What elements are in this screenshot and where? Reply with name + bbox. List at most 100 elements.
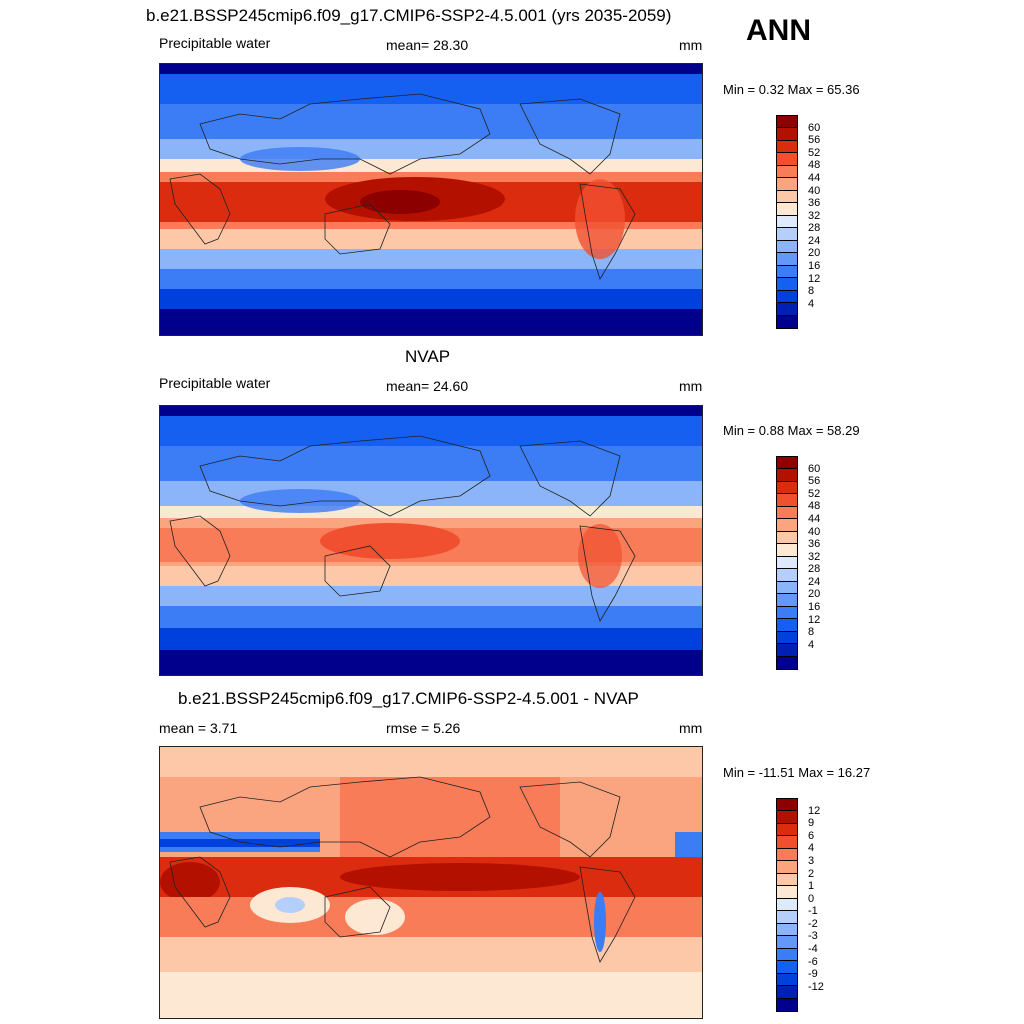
- colorbar-swatch: [777, 998, 797, 1011]
- colorbar-swatch: [777, 165, 797, 179]
- colorbar-swatch: [777, 569, 797, 582]
- colorbar-tick-label: 32: [808, 209, 821, 222]
- colorbar-swatch: [777, 986, 797, 999]
- colorbar-tick-label: -2: [808, 917, 818, 930]
- colorbar-tick-label: 60: [808, 121, 821, 134]
- colorbar-swatch: [777, 265, 797, 279]
- colorbar-tick-label: 40: [808, 525, 821, 538]
- panel3-colorbar-ticks: 12 9 6 4 3 2 1 0 -1 -2 -3 -4 -6 -9 -12: [808, 798, 848, 1012]
- colorbar-tick-label: 24: [808, 234, 821, 247]
- panel1-mean-label: mean= 28.30: [386, 37, 469, 53]
- colorbar-swatch: [777, 961, 797, 974]
- panel2-coastlines: [169, 435, 636, 622]
- colorbar-swatch: [777, 481, 797, 495]
- panel2-colorbar: [776, 456, 798, 670]
- colorbar-swatch: [777, 656, 797, 669]
- band-sh-mid: [160, 937, 702, 972]
- colorbar-tick-label: 28: [808, 563, 821, 576]
- colorbar-swatch: [777, 836, 797, 849]
- colorbar-swatch: [777, 594, 797, 607]
- colorbar-tick-label: 16: [808, 260, 821, 273]
- panel1-title: b.e21.BSSP245cmip6.f09_g17.CMIP6-SSP2-4.…: [146, 6, 672, 25]
- colorbar-tick-label: 52: [808, 146, 821, 159]
- atlantic-negative: [675, 832, 702, 857]
- panel2-units-label: mm: [679, 378, 703, 394]
- colorbar-swatch: [777, 923, 797, 937]
- colorbar-tick-label: 12: [808, 272, 821, 285]
- colorbar-swatch: [777, 606, 797, 620]
- colorbar-tick-label: 60: [808, 462, 821, 475]
- colorbar-tick-label: 2: [808, 867, 815, 880]
- panel2-title: NVAP: [405, 347, 451, 366]
- panel2-minmax: Min = 0.88 Max = 58.29: [723, 423, 860, 438]
- colorbar-tick-label: 44: [808, 171, 821, 184]
- colorbar-swatch: [777, 619, 797, 632]
- colorbar-tick-label: 52: [808, 487, 821, 500]
- desert-dry-area: [240, 147, 360, 171]
- indian-ocean-min-core: [275, 897, 305, 913]
- sahara-negative-core: [160, 839, 320, 847]
- colorbar-tick-label: 12: [808, 613, 821, 626]
- colorbar-swatch: [777, 823, 797, 837]
- panel2-mean-label: mean= 24.60: [386, 378, 469, 394]
- colorbar-swatch: [777, 936, 797, 949]
- panel3-colorbar: [776, 798, 798, 1012]
- band-sh-mid: [160, 606, 702, 631]
- panel1-map: [159, 63, 703, 336]
- colorbar-swatch: [777, 128, 797, 141]
- colorbar-tick-label: 24: [808, 575, 821, 588]
- panel1-colorbar-ticks: 60 56 52 48 44 40 36 32 28 24 20 16 12 8 4: [808, 115, 848, 329]
- colorbar-tick-label: -4: [808, 943, 818, 956]
- panel3-rmse-label: rmse = 5.26: [386, 720, 461, 736]
- colorbar-tick-label: 1: [808, 880, 815, 893]
- colorbar-swatch: [777, 556, 797, 570]
- colorbar-tick-label: 3: [808, 854, 815, 867]
- band-sh-tropics: [160, 897, 702, 937]
- amazon-moist-area: [578, 524, 622, 588]
- npacific-positive: [340, 777, 560, 857]
- colorbar-tick-label: 4: [808, 297, 815, 310]
- colorbar-tick-label: -9: [808, 968, 818, 981]
- panel2-map: [159, 405, 703, 676]
- band-sh-high: [160, 628, 702, 650]
- colorbar-swatch: [777, 861, 797, 874]
- colorbar-swatch: [777, 631, 797, 645]
- colorbar-swatch: [777, 315, 797, 328]
- colorbar-swatch: [777, 531, 797, 545]
- colorbar-tick-label: -12: [808, 980, 824, 993]
- colorbar-tick-label: 48: [808, 500, 821, 513]
- colorbar-swatch: [777, 494, 797, 507]
- australia-min: [345, 899, 405, 935]
- colorbar-swatch: [777, 228, 797, 241]
- colorbar-tick-label: 56: [808, 134, 821, 147]
- colorbar-swatch: [777, 544, 797, 557]
- colorbar-tick-label: 8: [808, 626, 815, 639]
- colorbar-swatch: [777, 153, 797, 166]
- colorbar-swatch: [777, 644, 797, 657]
- colorbar-swatch: [777, 190, 797, 204]
- warm-pool: [320, 523, 460, 559]
- colorbar-tick-label: 28: [808, 222, 821, 235]
- colorbar-tick-label: 48: [808, 159, 821, 172]
- season-label: ANN: [746, 14, 811, 47]
- colorbar-tick-label: 4: [808, 638, 815, 651]
- panel3-title: b.e21.BSSP245cmip6.f09_g17.CMIP6-SSP2-4.…: [178, 689, 639, 708]
- colorbar-swatch: [777, 303, 797, 316]
- colorbar-tick-label: 4: [808, 842, 815, 855]
- colorbar-swatch: [777, 799, 797, 812]
- colorbar-tick-label: 6: [808, 829, 815, 842]
- colorbar-swatch: [777, 506, 797, 520]
- colorbar-tick-label: 36: [808, 197, 821, 210]
- panel1-variable-label: Precipitable water: [159, 35, 271, 51]
- panel3-minmax: Min = -11.51 Max = 16.27: [723, 765, 871, 780]
- colorbar-tick-label: 8: [808, 285, 815, 298]
- panel3-map-svg: [160, 747, 702, 1018]
- colorbar-tick-label: 9: [808, 817, 815, 830]
- colorbar-tick-label: -3: [808, 930, 818, 943]
- colorbar-swatch: [777, 469, 797, 482]
- colorbar-tick-label: 44: [808, 512, 821, 525]
- colorbar-tick-label: 12: [808, 804, 821, 817]
- colorbar-swatch: [777, 581, 797, 595]
- colorbar-tick-label: -6: [808, 955, 818, 968]
- desert-dry-area: [240, 489, 360, 513]
